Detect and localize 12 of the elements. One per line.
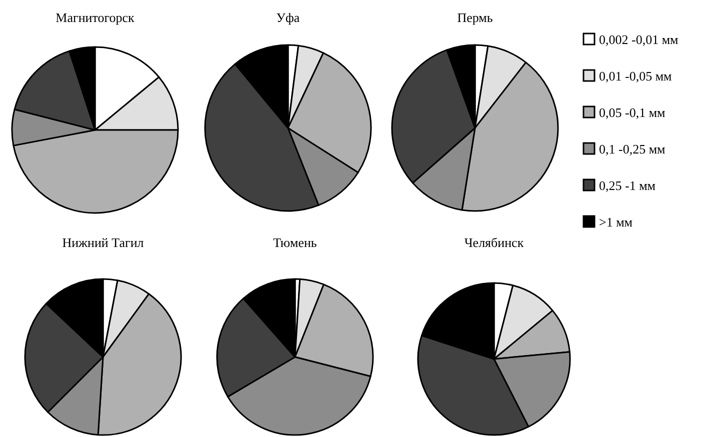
chart-title: Магнитогорск — [56, 10, 136, 25]
legend-label: 0,25 -1 мм — [599, 178, 656, 193]
legend-label: 0,002 -0,01 мм — [599, 32, 678, 47]
chart-title: Нижний Тагил — [62, 235, 144, 250]
legend-label: 0,1 -0,25 мм — [599, 142, 666, 156]
chart-title: Тюмень — [273, 235, 317, 250]
chart-title: Уфа — [276, 10, 300, 25]
chart-title: Челябинск — [464, 235, 524, 250]
legend-label: 0,01 -0,05 мм — [599, 68, 672, 84]
chart-title: Пермь — [457, 10, 493, 25]
legend-label: 0,05 -0,1 мм — [599, 105, 666, 120]
legend-label: >1 мм — [599, 214, 633, 230]
